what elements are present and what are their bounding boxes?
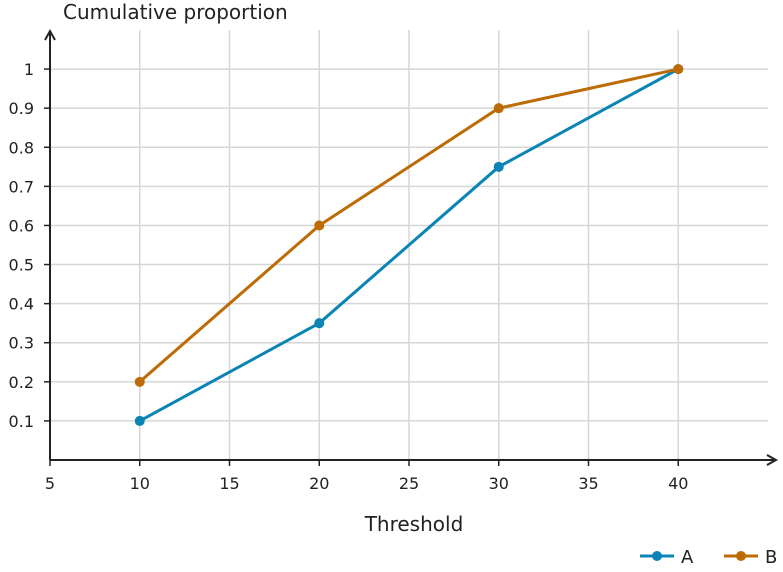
legend-marker-a — [652, 551, 662, 561]
y-tick-label-3: 0.4 — [9, 295, 34, 314]
point-b-2 — [493, 103, 504, 114]
y-tick-label-4: 0.5 — [9, 256, 34, 275]
x-tick-label-7: 40 — [668, 474, 688, 493]
x-axis-label: Threshold — [364, 512, 464, 536]
series-line-b — [138, 67, 679, 383]
y-tick-label-5: 0.6 — [9, 216, 34, 235]
y-tick-label-6: 0.7 — [9, 177, 34, 196]
y-tick-label-9: 1 — [24, 60, 34, 79]
y-tick-label-0: 0.1 — [9, 412, 34, 431]
y-tick-label-8: 0.9 — [9, 99, 34, 118]
x-tick-label-3: 20 — [309, 474, 329, 493]
x-axis-arrow — [766, 454, 779, 466]
tick-labels: 5 10 15 20 25 30 35 40 0.1 0.2 0.3 0.4 0.5 0.6 0.7 0.8 0… — [9, 60, 689, 493]
legend-marker-b — [736, 551, 746, 561]
legend-label-a: A — [681, 547, 694, 568]
x-tick-label-4: 25 — [399, 474, 419, 493]
x-tick-label-1: 10 — [130, 474, 150, 493]
x-tick-label-6: 35 — [578, 474, 598, 493]
legend-label-b: B — [765, 547, 777, 568]
series-layer — [134, 64, 684, 426]
point-b-3 — [673, 64, 684, 75]
point-a-2 — [493, 161, 504, 172]
y-tick-label-7: 0.8 — [9, 138, 34, 157]
point-a-0 — [134, 415, 145, 426]
point-a-1 — [314, 318, 325, 329]
y-tick-label-2: 0.3 — [9, 334, 34, 353]
y-axis-arrow — [44, 28, 56, 41]
x-tick-label-5: 30 — [489, 474, 509, 493]
series-line-a — [139, 67, 679, 423]
y-axis-label: Cumulative proportion — [63, 0, 288, 24]
x-tick-label-2: 15 — [219, 474, 239, 493]
axes — [44, 28, 779, 466]
x-tick-label-0: 5 — [45, 474, 55, 493]
y-tick-label-1: 0.2 — [9, 373, 34, 392]
point-b-0 — [134, 376, 145, 387]
point-b-1 — [314, 220, 325, 231]
grid — [50, 30, 768, 460]
